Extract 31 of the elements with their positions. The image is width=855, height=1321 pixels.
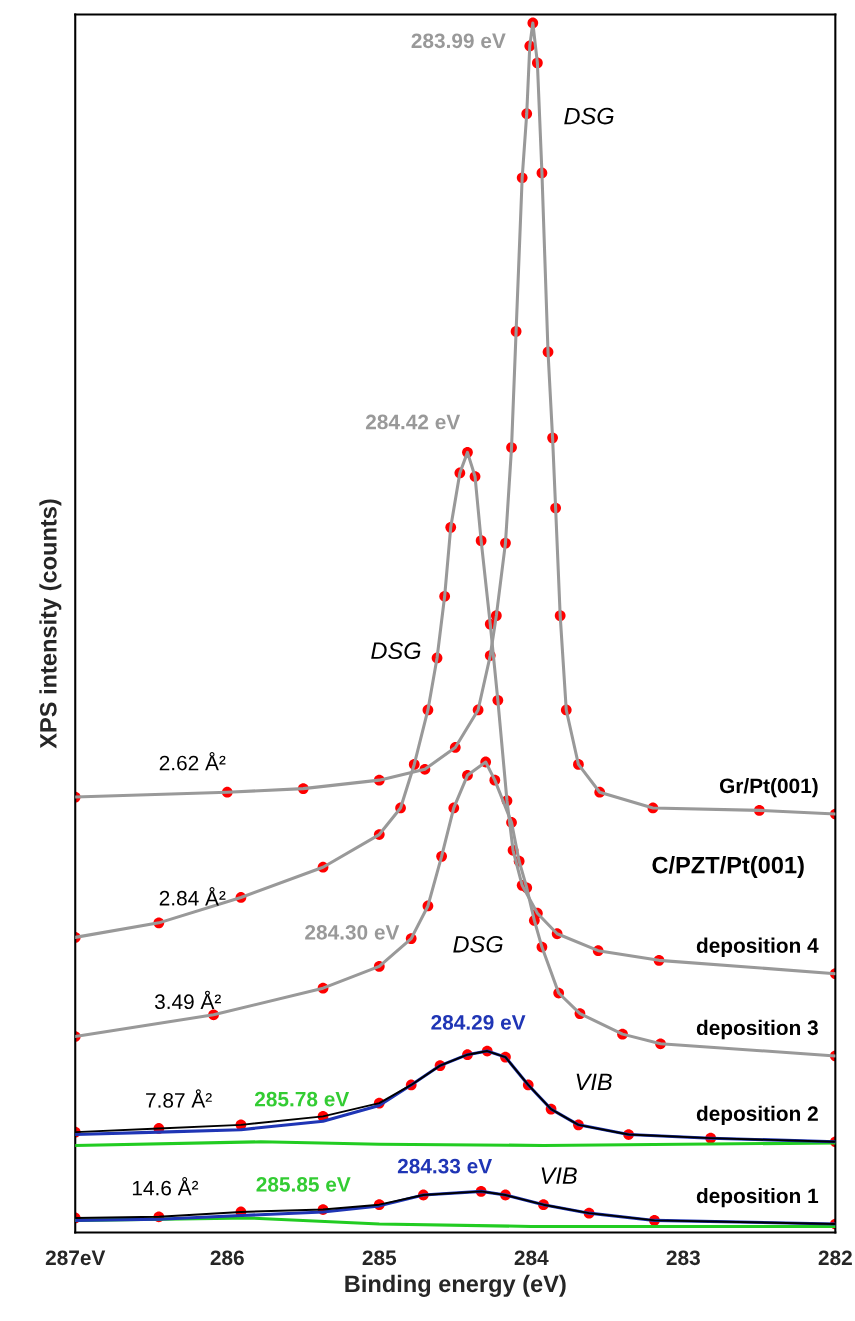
annotation: VIB <box>541 1167 577 1184</box>
annotation: 14.6 Å² <box>132 1177 199 1196</box>
annotation: DSG <box>371 642 421 660</box>
annotation: DSG <box>453 935 503 953</box>
x-tick-label: 285 <box>362 1250 397 1266</box>
x-tick-label: 282 <box>818 1250 852 1266</box>
series-label: deposition 2 <box>696 1105 818 1126</box>
annotation: DSG <box>564 107 614 125</box>
x-tick-label: 284 <box>514 1250 549 1266</box>
series-label: deposition 4 <box>696 937 819 957</box>
x-tick-label: 286 <box>210 1250 244 1266</box>
y-axis-title: XPS intensity (counts) <box>39 499 62 749</box>
annotation: 285.78 eV <box>254 1091 350 1107</box>
annotation: 284.29 eV <box>431 1015 526 1030</box>
x-axis-title: Binding energy (eV) <box>345 1274 566 1297</box>
x-tick-label: 283 <box>666 1250 700 1266</box>
series-label: deposition 1 <box>696 1187 819 1208</box>
annotation: C/PZT/Pt(001) <box>652 856 804 879</box>
annotation: 284.42 eV <box>365 414 461 430</box>
series-label: Gr/Pt(001) <box>719 777 818 798</box>
series-label: deposition 3 <box>696 1019 818 1040</box>
annotation: 2.62 Å² <box>159 751 226 771</box>
annotation: 284.33 eV <box>397 1158 492 1174</box>
annotation: 2.84 Å² <box>159 887 226 906</box>
annotation: 3.49 Å² <box>154 990 221 1010</box>
annotation: VIB <box>576 1073 612 1091</box>
annotation: 7.87 Å² <box>146 1089 212 1108</box>
annotation: 284.30 eV <box>305 924 400 940</box>
annotation: 285.85 eV <box>256 1177 351 1192</box>
annotation: 283.99 eV <box>411 33 506 49</box>
x-tick-label: 287eV <box>45 1250 106 1266</box>
